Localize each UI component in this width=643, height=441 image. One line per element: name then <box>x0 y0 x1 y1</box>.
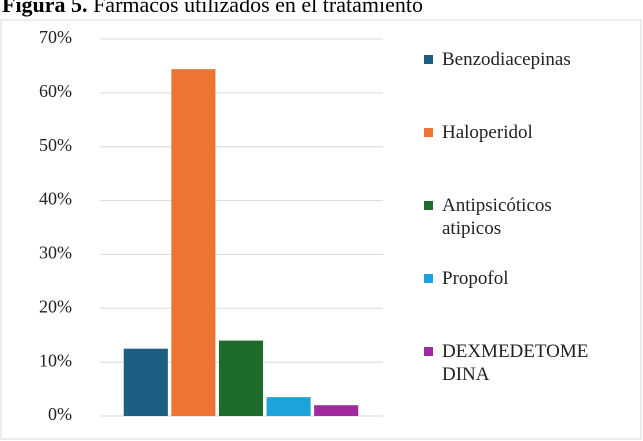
legend-swatch <box>424 55 433 64</box>
legend-swatch <box>424 347 433 356</box>
legend-item: Propofol <box>424 267 624 340</box>
legend-swatch <box>424 201 433 210</box>
y-tick-label: 40% <box>39 189 72 209</box>
bar <box>171 69 216 416</box>
legend-label: Haloperidol <box>442 122 533 143</box>
legend: Benzodiacepinas Haloperidol Antipsicóticos… <box>424 48 624 413</box>
y-tick-label: 10% <box>39 350 72 370</box>
title-label: Figura 5. <box>2 0 88 17</box>
legend-item: Haloperidol <box>424 121 624 194</box>
y-tick-label: 60% <box>39 81 72 101</box>
legend-item: Antipsicóticos atipicos <box>424 194 624 267</box>
legend-label: Propofol <box>442 268 509 289</box>
legend-label: Antipsicóticos atipicos <box>442 195 552 239</box>
legend-swatch <box>424 128 433 137</box>
bar <box>266 397 311 416</box>
y-tick-label: 70% <box>39 27 72 47</box>
legend-label: Benzodiacepinas <box>442 49 571 70</box>
y-tick-label: 50% <box>39 135 72 155</box>
title-text: Fármacos utilizados en el tratamiento <box>93 0 423 17</box>
bar <box>314 405 359 416</box>
legend-swatch <box>424 274 433 283</box>
legend-label: DEXMEDETOMEDINA <box>442 341 589 385</box>
y-tick-label: 30% <box>39 243 72 263</box>
legend-item: Benzodiacepinas <box>424 48 624 121</box>
bar <box>123 348 168 416</box>
y-tick-label: 0% <box>48 404 72 424</box>
chart-border <box>0 19 642 440</box>
legend-item: DEXMEDETOMEDINA <box>424 340 624 413</box>
bar <box>218 340 264 416</box>
chart-title: Figura 5. Fármacos utilizados en el trat… <box>2 0 423 18</box>
y-tick-label: 20% <box>39 296 72 316</box>
